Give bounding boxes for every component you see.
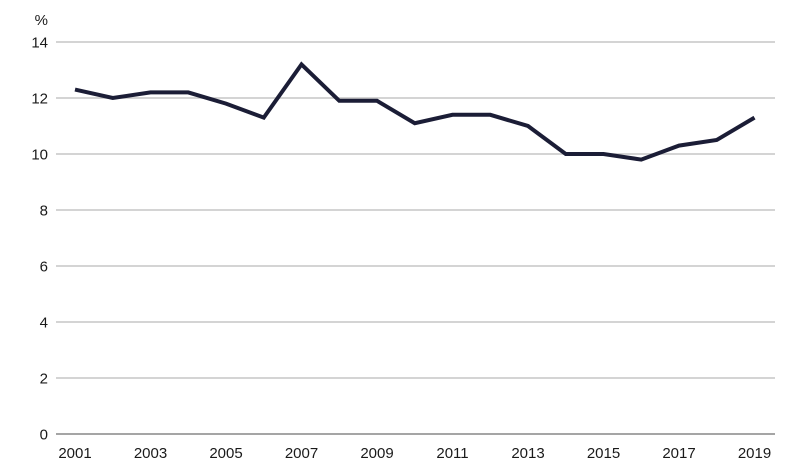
y-tick-label: 4 <box>40 315 48 332</box>
x-tick-label: 2003 <box>134 445 167 462</box>
x-tick-label: 2007 <box>285 445 318 462</box>
x-tick-label: 2011 <box>436 445 468 462</box>
y-tick-label: 6 <box>40 259 48 276</box>
x-tick-label: 2001 <box>58 445 91 462</box>
y-tick-label: 0 <box>40 427 48 444</box>
x-tick-label: 2009 <box>360 445 393 462</box>
data-line <box>74 61 756 162</box>
y-tick-label: 8 <box>40 203 48 220</box>
x-tick-label: 2015 <box>587 445 620 462</box>
y-tick-label: 10 <box>31 147 48 164</box>
y-tick-label: 12 <box>31 91 48 108</box>
x-tick-label: 2013 <box>511 445 544 462</box>
y-tick-label: 14 <box>31 35 48 52</box>
x-tick-label: 2005 <box>209 445 242 462</box>
x-tick-label: 2017 <box>662 445 695 462</box>
y-axis-unit-label: % <box>35 12 48 29</box>
x-tick-label: 2019 <box>738 445 771 462</box>
y-tick-label: 2 <box>40 371 48 388</box>
